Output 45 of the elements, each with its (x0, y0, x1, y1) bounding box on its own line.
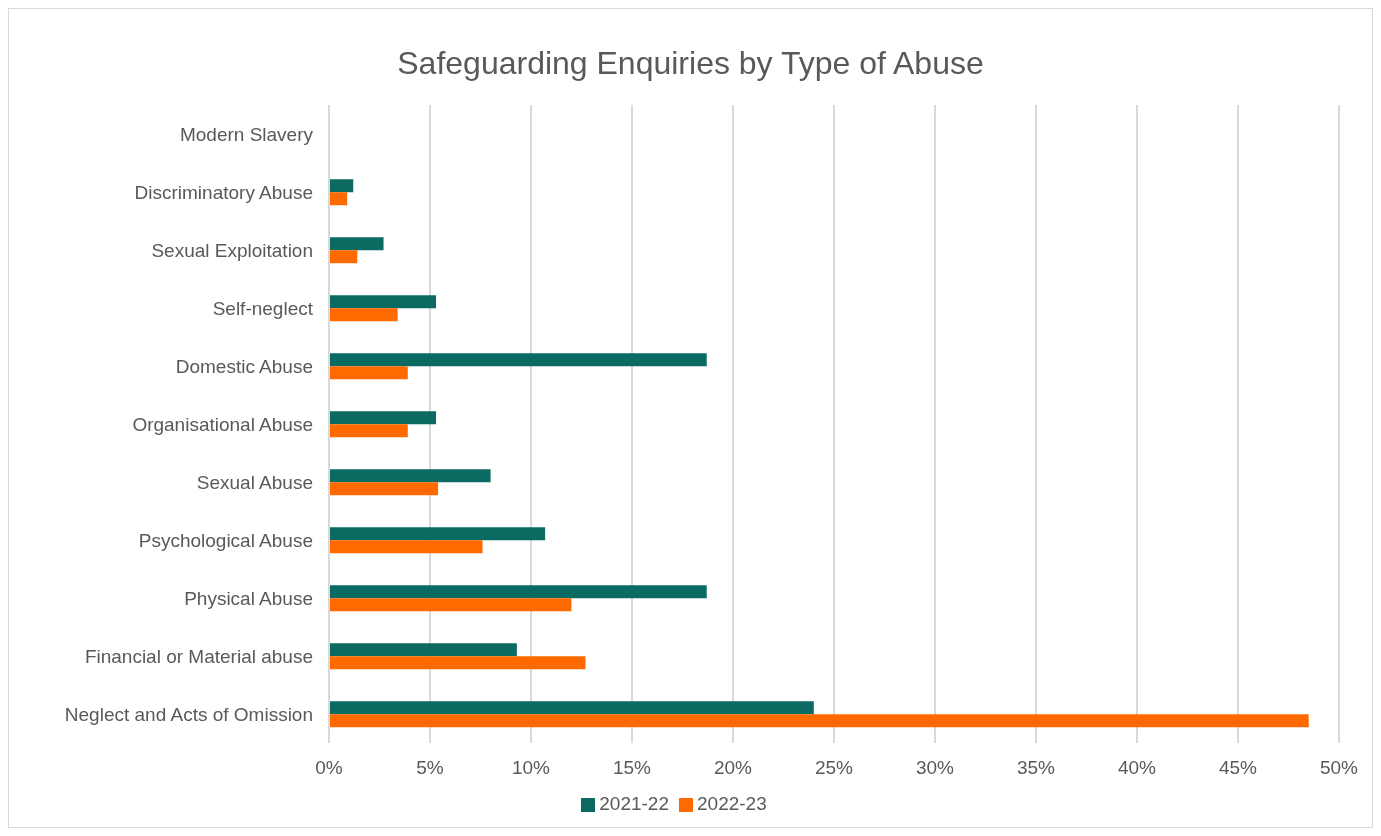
x-tick-label: 45% (1218, 757, 1258, 779)
x-tick-label: 40% (1117, 757, 1157, 779)
bar (329, 295, 437, 309)
x-tick-label: 15% (612, 757, 652, 779)
bar (329, 469, 491, 483)
x-tick-label: 5% (416, 757, 444, 779)
bar (329, 482, 439, 496)
bar (329, 424, 408, 438)
y-tick-label: Neglect and Acts of Omission (64, 703, 313, 725)
bar (329, 643, 517, 657)
bar (329, 179, 354, 193)
y-tick-label: Financial or Material abuse (84, 645, 313, 667)
y-tick-label: Physical Abuse (184, 587, 313, 609)
bar (329, 192, 348, 206)
bar (329, 656, 586, 670)
bar (329, 701, 814, 715)
y-tick-label: Self-neglect (212, 297, 314, 319)
y-tick-label: Sexual Abuse (196, 471, 313, 493)
bar (329, 353, 707, 367)
bar (329, 237, 384, 251)
x-tick-label: 10% (511, 757, 551, 779)
x-tick-label: 25% (814, 757, 854, 779)
legend-label: 2021-22 (599, 793, 669, 814)
y-tick-label: Domestic Abuse (175, 355, 313, 377)
bar (329, 585, 707, 599)
bar (329, 527, 546, 541)
x-tick-label: 20% (713, 757, 753, 779)
x-tick-label: 35% (1016, 757, 1056, 779)
chart-title: Safeguarding Enquiries by Type of Abuse (396, 44, 985, 83)
bar (329, 598, 572, 612)
y-tick-label: Modern Slavery (179, 123, 314, 145)
y-tick-label: Discriminatory Abuse (134, 181, 313, 203)
y-tick-label: Organisational Abuse (132, 413, 313, 435)
x-tick-label: 50% (1319, 757, 1359, 779)
bar (329, 411, 437, 425)
x-tick-label: 0% (315, 757, 343, 779)
x-tick-label: 30% (915, 757, 955, 779)
bar (329, 308, 398, 322)
bar (329, 540, 483, 554)
bar (329, 714, 1309, 728)
bar (329, 366, 408, 380)
y-tick-label: Sexual Exploitation (151, 239, 313, 261)
y-tick-label: Psychological Abuse (138, 529, 313, 551)
bar (329, 250, 358, 264)
legend-label: 2022-23 (697, 793, 767, 814)
